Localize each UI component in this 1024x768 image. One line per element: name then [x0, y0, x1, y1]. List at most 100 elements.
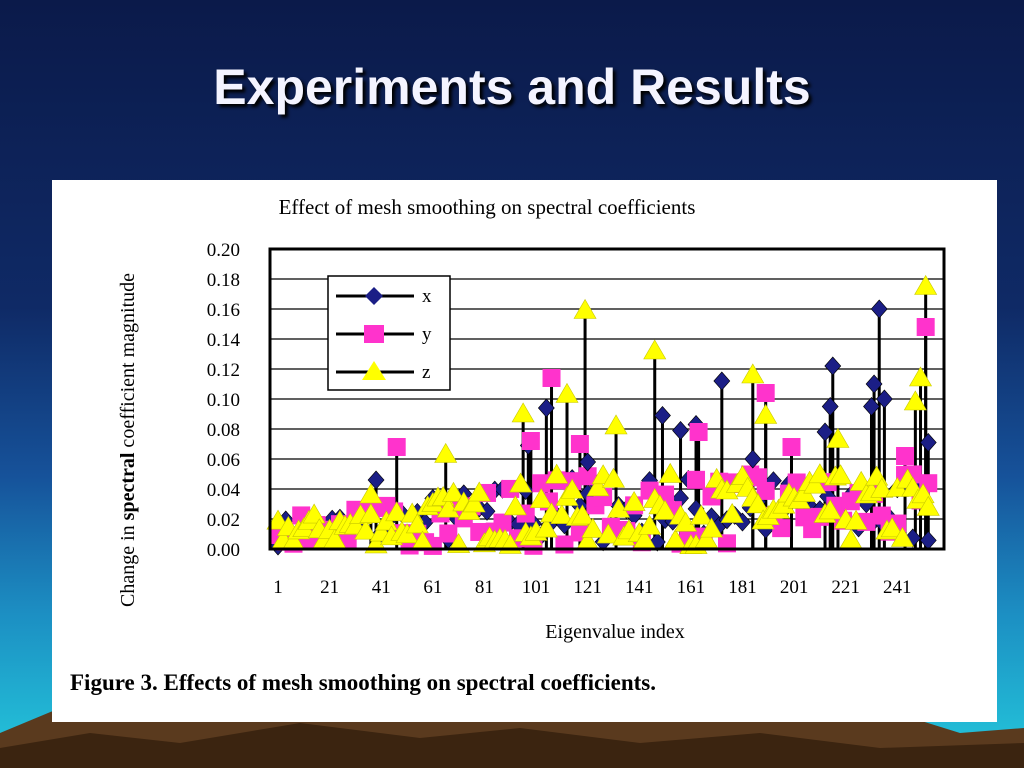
peak-point-x: [870, 299, 888, 319]
data-point-z: [509, 472, 533, 493]
peak-point-y: [570, 435, 589, 453]
y-label-part-1: Change in: [117, 520, 139, 607]
data-point-z: [405, 513, 429, 534]
data-point-y: [439, 524, 458, 543]
data-point-z: [803, 473, 827, 494]
peak-point-x: [579, 452, 597, 472]
data-point-z: [601, 467, 625, 488]
x-tick-labels: 1 21 41 61 81 101 121 141 161 181 201 221 241: [273, 577, 911, 598]
peak-point-z: [914, 274, 938, 295]
x-tick-label: 61: [423, 577, 442, 598]
peak-point-y: [782, 438, 801, 456]
data-point-z: [890, 526, 914, 547]
data-point-z: [529, 488, 553, 508]
legend-label-y: y: [422, 324, 432, 345]
data-point-z: [818, 499, 842, 520]
data-point-y: [756, 481, 775, 500]
data-point-z: [467, 481, 491, 502]
y-tick-label: 0.04: [207, 480, 241, 501]
data-point-z: [829, 464, 853, 485]
data-point-z: [550, 503, 574, 524]
y-tick-label: 0.12: [207, 360, 240, 381]
data-point-z: [638, 514, 662, 535]
spectral-coefficient-chart: Effect of mesh smoothing on spectral coe…: [117, 195, 946, 643]
peak-point-z: [754, 403, 778, 424]
data-point-z: [385, 501, 409, 522]
peak-point-y: [542, 369, 561, 387]
peak-point-z: [359, 483, 383, 504]
x-tick-label: 201: [780, 577, 809, 598]
peak-point-y: [896, 447, 915, 465]
y-tick-label: 0.08: [207, 420, 240, 441]
x-tick-label: 141: [625, 577, 654, 598]
peak-point-x: [875, 389, 893, 409]
data-point-y: [687, 470, 706, 489]
legend-marker-y: [364, 325, 384, 343]
peak-point-z: [643, 339, 667, 360]
x-tick-label: 101: [522, 577, 551, 598]
data-point-z: [746, 493, 770, 514]
peak-point-x: [863, 397, 880, 416]
data-point-z: [808, 463, 832, 484]
data-point-x: [919, 530, 937, 550]
data-point-z: [560, 478, 584, 499]
data-point-z: [581, 517, 605, 538]
data-point-z: [674, 511, 698, 532]
data-point-z: [359, 503, 383, 523]
peak-point-x: [672, 421, 689, 440]
x-axis-label: Eigenvalue index: [545, 621, 684, 643]
data-point-z: [354, 519, 378, 540]
figure-caption: Figure 3. Effects of mesh smoothing on s…: [70, 670, 656, 695]
peak-point-z: [908, 366, 933, 387]
data-point-z: [436, 497, 460, 518]
y-label-part-2: spectral: [117, 452, 139, 520]
data-point-z: [596, 523, 620, 544]
peak-point-z: [511, 402, 535, 423]
peak-point-z: [573, 298, 597, 319]
data-point-z: [699, 517, 724, 538]
data-point-z: [653, 499, 677, 520]
legend-marker-x: [365, 287, 383, 305]
y-tick-label: 0.06: [207, 450, 240, 471]
data-point-z: [302, 503, 326, 524]
data-point-y: [493, 513, 512, 532]
data-point-y: [578, 467, 597, 486]
data-point-z: [916, 495, 940, 516]
data-point-z: [689, 504, 713, 525]
slide-title: Experiments and Results: [213, 59, 811, 115]
y-tick-label: 0.00: [207, 540, 240, 561]
peak-point-z: [604, 414, 628, 435]
x-tick-label: 241: [883, 577, 912, 598]
data-point-y: [748, 468, 767, 487]
peak-point-y: [689, 423, 708, 441]
peak-point-x: [744, 449, 762, 469]
y-tick-label: 0.14: [207, 330, 241, 351]
data-point-z: [607, 497, 631, 518]
data-point-y: [555, 535, 574, 554]
y-tick-label: 0.16: [207, 300, 240, 321]
y-tick-label: 0.02: [207, 510, 240, 531]
peak-point-x: [821, 397, 839, 416]
legend-label-x: x: [422, 286, 432, 307]
data-point-y: [532, 474, 551, 493]
legend: xyz: [327, 275, 451, 391]
figure-panel: Effect of mesh smoothing on spectral coe…: [52, 180, 997, 722]
data-point-z: [658, 462, 682, 483]
data-point-z: [503, 495, 527, 516]
x-tick-label: 221: [831, 577, 860, 598]
data-markers: [266, 274, 940, 556]
data-point-z: [545, 463, 569, 484]
data-point-z: [844, 509, 868, 530]
peak-point-z: [741, 363, 765, 384]
x-tick-label: 81: [475, 577, 494, 598]
data-point-z: [622, 491, 646, 511]
peak-point-z: [826, 427, 850, 448]
data-point-z: [880, 517, 904, 538]
x-tick-label: 1: [273, 577, 283, 598]
x-tick-label: 41: [372, 577, 391, 598]
data-point-z: [570, 504, 595, 525]
peak-point-x: [816, 422, 834, 442]
data-point-z: [694, 527, 718, 548]
data-point-z: [720, 502, 744, 523]
data-point-z: [870, 477, 894, 498]
